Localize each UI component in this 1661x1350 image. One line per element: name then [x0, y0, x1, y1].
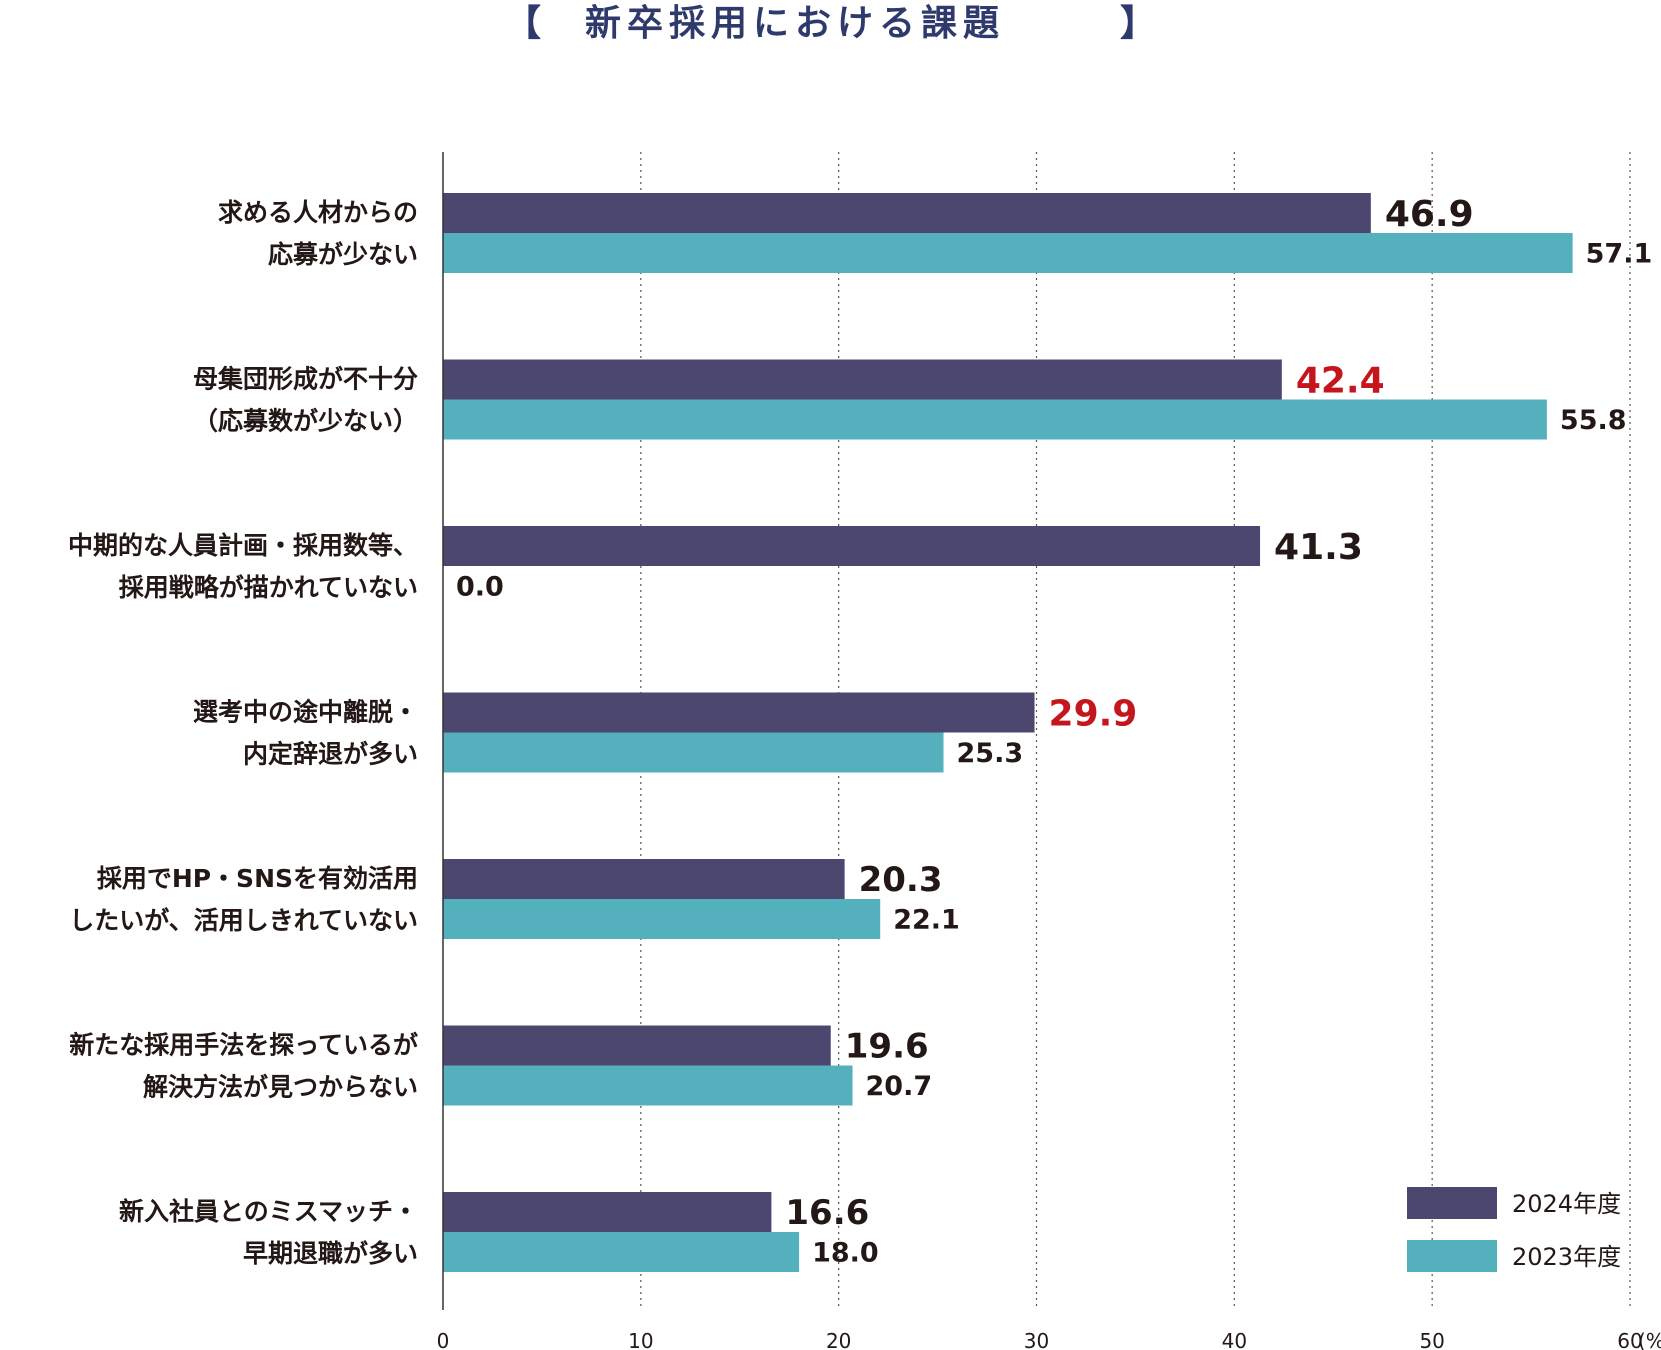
legend-swatch-2023年度 — [1407, 1240, 1497, 1272]
bar-2024年度-7 — [443, 1192, 772, 1232]
value-label-2024年度-2: 42.4 — [1296, 360, 1385, 401]
value-label-2023年度-2: 55.8 — [1560, 405, 1627, 436]
category-label: 解決方法が見つからない — [143, 1073, 418, 1102]
category-label: 新たな採用手法を探っているが — [69, 1031, 418, 1060]
x-tick-label: 0 — [437, 1329, 450, 1350]
bar-2024年度-1 — [443, 193, 1371, 233]
value-label-2024年度-6: 19.6 — [845, 1027, 929, 1067]
category-label: したいが、活用しきれていない — [69, 906, 418, 935]
bar-2024年度-5 — [443, 859, 845, 899]
x-tick-label: 10 — [628, 1329, 653, 1350]
category-label: （応募数が少ない） — [193, 407, 418, 436]
value-label-2023年度-3: 0.0 — [456, 572, 504, 603]
category-label: 内定辞退が多い — [243, 740, 418, 769]
x-axis-unit: (%) — [1638, 1329, 1661, 1350]
x-tick-label: 30 — [1024, 1329, 1049, 1350]
bar-2023年度-2 — [443, 399, 1547, 440]
category-label: 中期的な人員計画・採用数等、 — [68, 531, 418, 560]
category-label: 採用戦略が描かれていない — [119, 573, 418, 602]
x-tick-label: 60 — [1617, 1329, 1642, 1350]
value-label-2024年度-5: 20.3 — [859, 860, 943, 900]
chart-title: 【 新卒採用における課題 】 — [505, 3, 1156, 44]
bar-2023年度-1 — [443, 233, 1573, 273]
bars — [443, 193, 1573, 1272]
bar-2023年度-4 — [443, 732, 944, 773]
category-label: 応募が少ない — [268, 240, 418, 269]
value-label-2023年度-7: 18.0 — [812, 1238, 879, 1269]
legend-label-2023年度: 2023年度 — [1512, 1243, 1621, 1271]
value-label-2023年度-1: 57.1 — [1586, 239, 1653, 270]
category-label: 選考中の途中離脱・ — [193, 698, 418, 727]
value-label-2023年度-4: 25.3 — [957, 738, 1024, 769]
x-axis: 0 10 20 30 40 50 60(%) — [437, 152, 1661, 1350]
gridlines — [640, 152, 1631, 1310]
bar-2024年度-3 — [443, 526, 1261, 566]
x-tick-label: 50 — [1419, 1329, 1444, 1350]
bar-2024年度-6 — [443, 1025, 831, 1066]
value-label-2023年度-6: 20.7 — [866, 1071, 933, 1102]
category-label: 早期退職が多い — [243, 1239, 418, 1268]
x-tick-label: 20 — [826, 1329, 851, 1350]
bar-2024年度-2 — [443, 359, 1282, 400]
value-label-2024年度-7: 16.6 — [785, 1193, 869, 1233]
value-label-2024年度-3: 41.3 — [1274, 527, 1363, 568]
chart-title-text: 新卒採用における課題 — [585, 3, 1005, 44]
bar-2023年度-7 — [443, 1232, 800, 1272]
bar-2024年度-4 — [443, 692, 1035, 733]
value-labels: 46.9 57.1 42.4 55.8 41.3 0.0 29.9 25.3 20.3 22.1 1… — [456, 194, 1652, 1269]
x-tick-label: 40 — [1222, 1329, 1247, 1350]
legend-swatch-2024年度 — [1407, 1187, 1497, 1219]
value-label-2024年度-4: 29.9 — [1049, 693, 1138, 734]
bar-2023年度-6 — [443, 1065, 853, 1106]
title-bracket-close: 】 — [1120, 3, 1156, 44]
legend-label-2024年度: 2024年度 — [1512, 1190, 1621, 1218]
value-label-2024年度-1: 46.9 — [1385, 194, 1474, 235]
value-label-2023年度-5: 22.1 — [893, 905, 960, 936]
title-bracket-open: 【 — [505, 3, 541, 44]
category-label: 母集団形成が不十分 — [193, 365, 418, 394]
category-label: 求める人材からの — [218, 198, 418, 227]
bar-2023年度-5 — [443, 899, 881, 939]
category-label: 新入社員とのミスマッチ・ — [119, 1197, 418, 1226]
legend: 2024年度 2023年度 — [1407, 1187, 1621, 1272]
category-label: 採用でHP・SNSを有効活用 — [97, 864, 418, 893]
